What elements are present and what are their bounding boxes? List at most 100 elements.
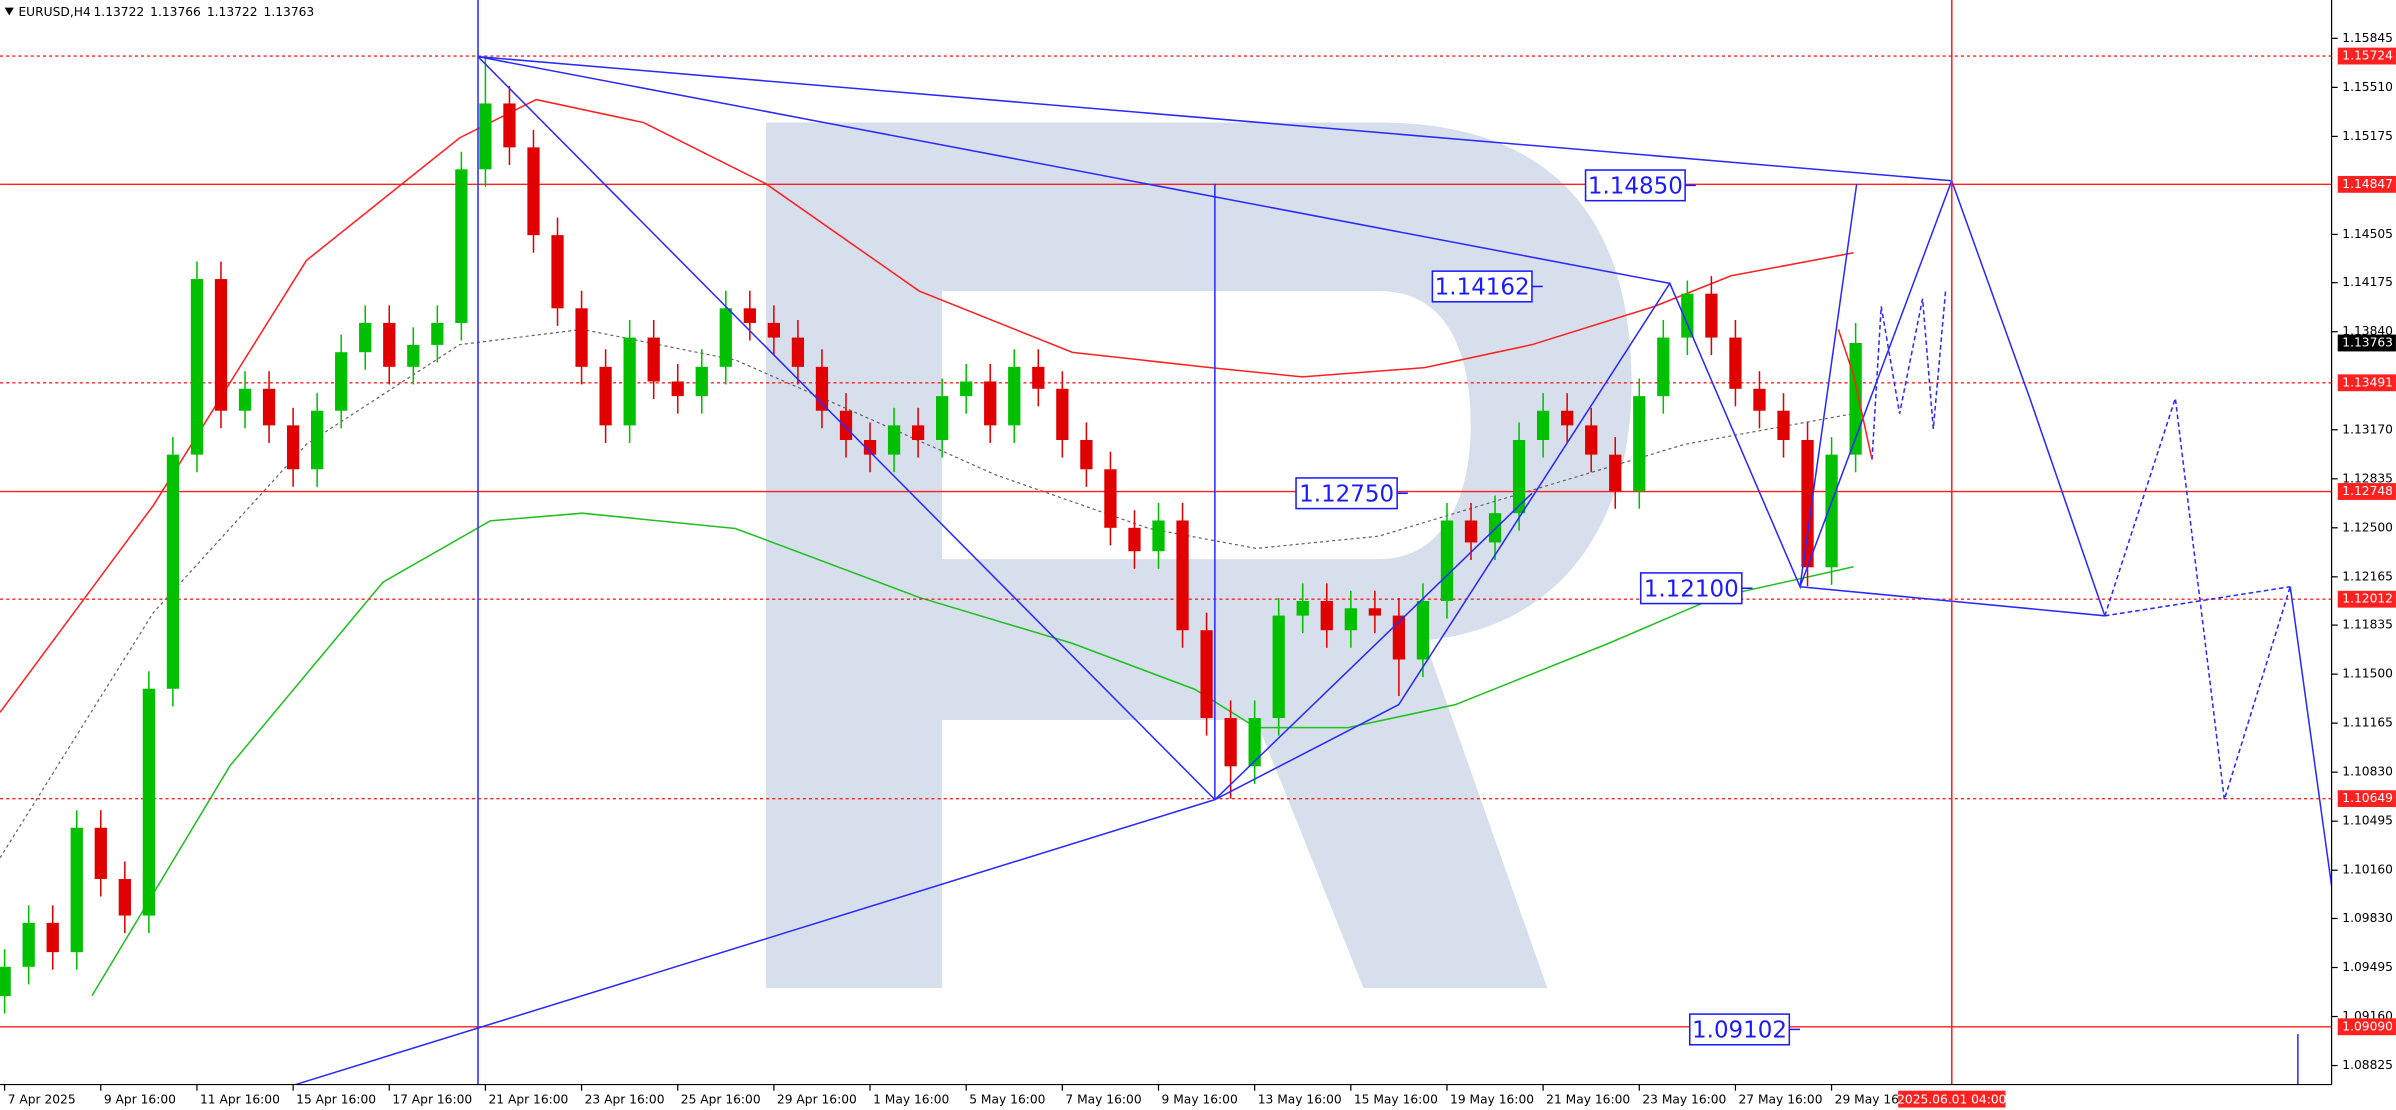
x-tick-label: 13 May 16:00	[1258, 1092, 1342, 1106]
x-tick-label: 1 May 16:00	[873, 1092, 949, 1106]
y-tick-label: 1.09495	[2342, 960, 2393, 974]
level-label-bg	[2337, 590, 2396, 608]
ma-red	[0, 98, 1854, 713]
candle-body	[1296, 600, 1309, 616]
annotation-box	[1584, 169, 1686, 202]
x-tick-label: 7 May 16:00	[1065, 1092, 1141, 1106]
candle-body	[335, 352, 348, 411]
candle-body	[1344, 608, 1357, 631]
cursor-label: 2025.06.01 04:00	[1897, 1092, 2006, 1106]
candle-body	[1753, 388, 1766, 411]
y-tick-label: 1.15845	[2342, 31, 2393, 45]
level-label: 1.12012	[2342, 592, 2393, 606]
candle-body	[46, 922, 59, 953]
candle-body	[407, 344, 420, 367]
wave-line	[1214, 183, 1858, 801]
analysis-lines	[275, 0, 2337, 1092]
candle-body	[0, 966, 11, 997]
candle-body	[1705, 293, 1718, 338]
candle-body	[1777, 410, 1790, 441]
level-label: 1.12748	[2342, 484, 2393, 498]
level-label-bg	[2337, 1018, 2396, 1036]
quote-close: 1.13763	[264, 5, 315, 19]
cursor-label-bg	[1898, 1090, 2006, 1108]
ma-green	[91, 512, 1854, 997]
candle-body	[142, 688, 155, 916]
candle-body	[1392, 615, 1406, 660]
annotation: 1.14850	[1588, 173, 1683, 199]
annotation-box	[1639, 572, 1743, 605]
y-tick-label: 1.11165	[2342, 716, 2393, 730]
candle-body	[695, 366, 708, 397]
candle-body	[1440, 520, 1454, 601]
candle-body	[118, 878, 131, 916]
level-label: 1.15724	[2342, 49, 2393, 63]
forecast-line	[2289, 586, 2337, 920]
candle-body	[863, 440, 877, 455]
y-tick-label: 1.12835	[2342, 471, 2393, 485]
y-tick-label: 1.11500	[2342, 667, 2393, 681]
candle-body	[286, 425, 300, 470]
trend-line	[477, 56, 1216, 801]
candle-body	[70, 827, 83, 953]
candle-body	[1825, 454, 1838, 568]
candle-body	[311, 410, 324, 470]
candle-body	[479, 103, 492, 170]
x-tick-label: 5 May 16:00	[969, 1092, 1045, 1106]
forecast-dotted	[2104, 585, 2291, 617]
candle-body	[1512, 440, 1526, 514]
candle-body	[599, 366, 612, 426]
x-tick-label: 23 May 16:00	[1642, 1092, 1726, 1106]
candle-body	[262, 388, 276, 426]
candle-body	[1176, 520, 1189, 631]
forecast-dotted	[2104, 398, 2291, 800]
y-tick-label: 1.10830	[2342, 765, 2393, 779]
candle-body	[984, 381, 997, 426]
dropdown-icon	[4, 7, 14, 16]
y-tick-label: 1.11835	[2342, 618, 2393, 632]
candle-body	[1657, 337, 1670, 397]
y-tick-label: 1.14505	[2342, 227, 2393, 241]
level-label-bg	[2337, 47, 2396, 65]
candle-body	[1536, 410, 1550, 441]
x-tick-label: 21 May 16:00	[1546, 1092, 1630, 1106]
annotation-box	[1295, 477, 1398, 510]
trend-line	[1214, 492, 1533, 801]
candle-body	[1056, 388, 1069, 441]
candle-body	[1272, 615, 1285, 719]
annotation: 1.14162	[1435, 274, 1530, 300]
level-label-bg	[2337, 790, 2396, 808]
candle-body	[960, 381, 973, 397]
candle-body	[1224, 718, 1237, 767]
annotation-box	[1688, 1013, 1791, 1046]
price-axis-bg	[2331, 0, 2396, 1110]
candle-body	[1561, 410, 1574, 426]
annotation: 1.12750	[1299, 481, 1394, 507]
y-tick-label: 1.15510	[2342, 80, 2393, 94]
forecast-line	[1799, 178, 2106, 617]
candle-body	[1488, 513, 1502, 543]
y-tick-label: 1.12165	[2342, 569, 2393, 583]
watermark	[766, 122, 1632, 989]
candle-body	[671, 381, 684, 397]
annotation: 1.09102	[1692, 1017, 1787, 1043]
candle-body	[214, 279, 228, 411]
candle-body	[743, 308, 756, 323]
forecast-red	[1837, 329, 1873, 460]
candle-body	[839, 410, 853, 441]
candle-body	[1585, 425, 1598, 455]
x-tick-label: 21 Apr 16:00	[488, 1092, 568, 1106]
x-tick-label: 27 May 16:00	[1738, 1092, 1822, 1106]
candle-body	[1008, 366, 1021, 426]
levels	[0, 55, 2332, 1028]
candle-body	[503, 103, 516, 148]
candle-body	[1368, 608, 1381, 616]
candle-body	[527, 147, 540, 236]
level-label-bg	[2337, 483, 2396, 500]
x-tick-label: 29 Apr 16:00	[777, 1092, 857, 1106]
candle-body	[623, 337, 636, 426]
candle-body	[767, 322, 781, 338]
x-tick-label: 23 Apr 16:00	[585, 1092, 665, 1106]
candle-body	[1032, 366, 1045, 389]
